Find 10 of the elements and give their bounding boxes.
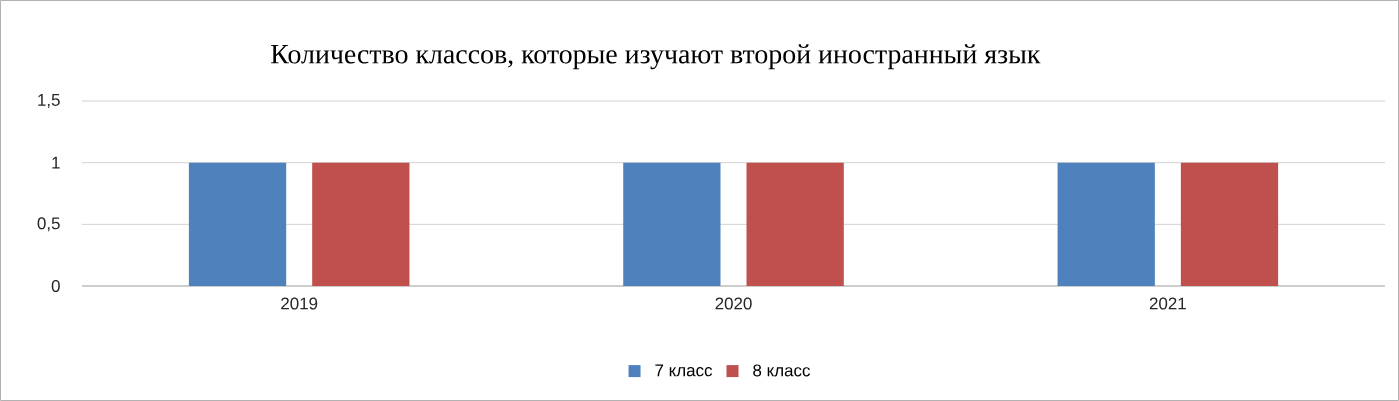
x-tick-label: 2019 bbox=[281, 297, 318, 310]
legend-label: 7 класс bbox=[655, 364, 713, 377]
chart-title: Количество классов, которые изучают второй иностранный язык bbox=[271, 44, 1041, 70]
y-tick-label: 1 bbox=[52, 156, 60, 169]
y-tick-label: 0,5 bbox=[37, 217, 60, 232]
x-tick-label: 2020 bbox=[715, 297, 752, 310]
y-tick-label: 0 bbox=[51, 280, 60, 292]
y-tick-label: 1,5 bbox=[38, 94, 60, 108]
x-tick-label: 2021 bbox=[1149, 297, 1186, 310]
legend-label: 8 класс bbox=[753, 364, 810, 377]
